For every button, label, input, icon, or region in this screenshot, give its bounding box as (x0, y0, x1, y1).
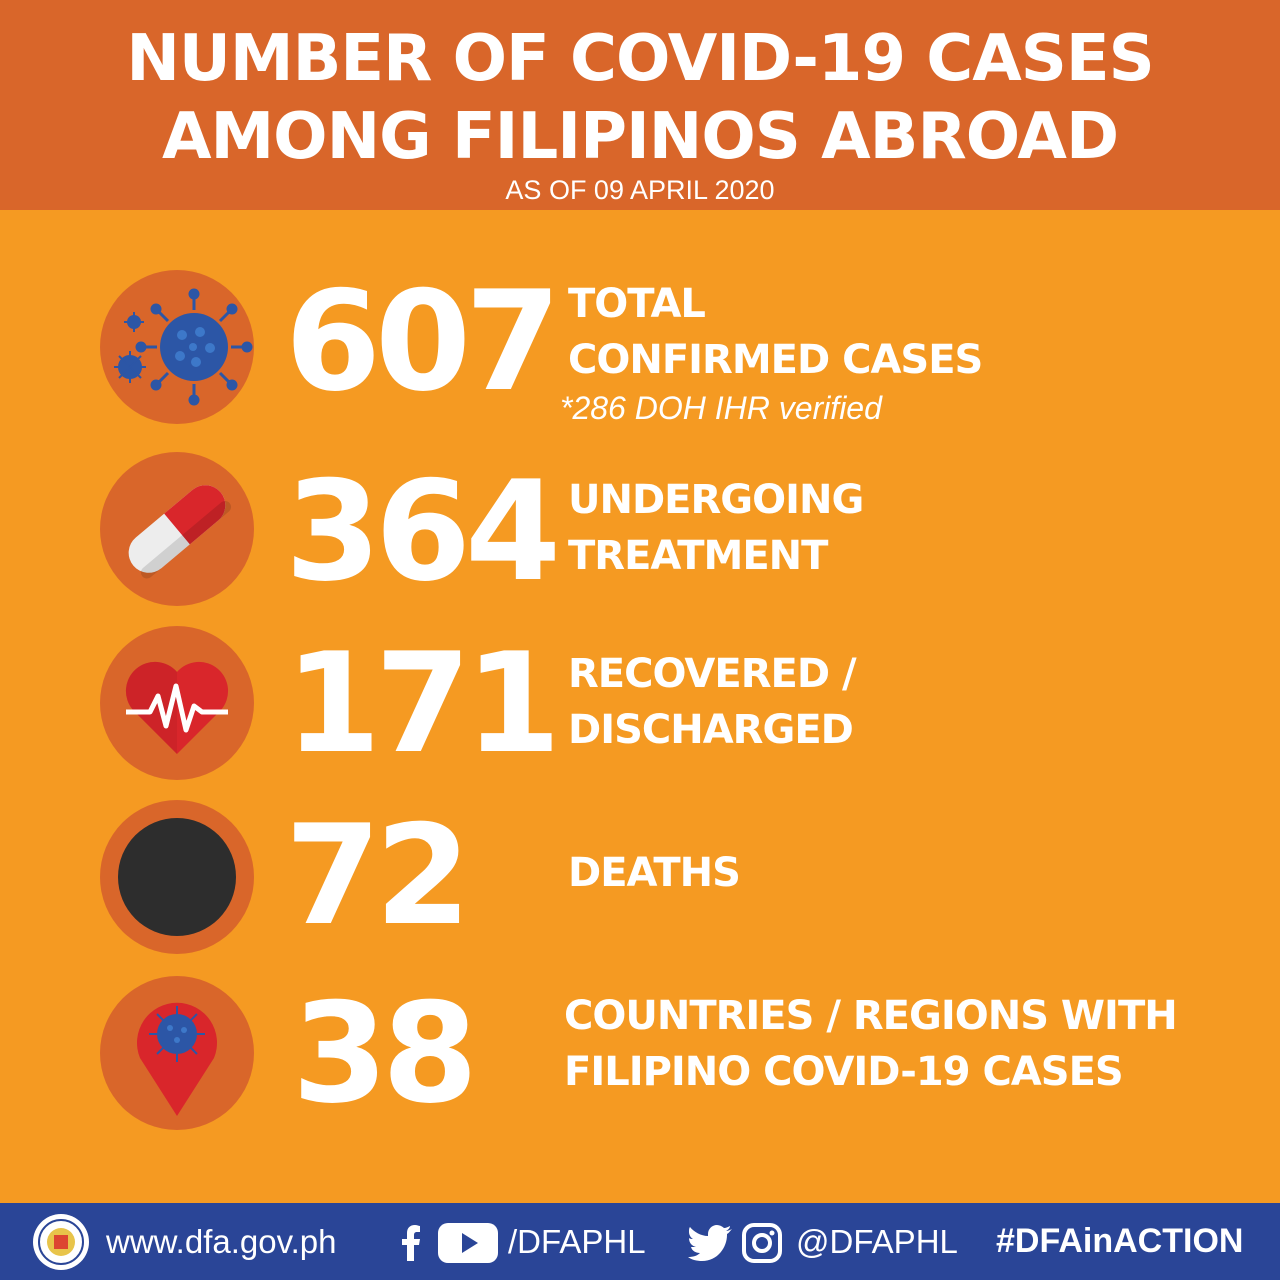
recovered-value: 171 (285, 623, 561, 784)
stat-recovered: 171 RECOVERED / DISCHARGED (0, 626, 1280, 786)
black-circle-icon (100, 800, 254, 954)
deaths-value: 72 (285, 795, 471, 956)
total-confirmed-value: 607 (285, 261, 561, 422)
stat-deaths: 72 DEATHS (0, 800, 1280, 960)
undergoing-treatment-label-2: TREATMENT (568, 533, 828, 579)
title-line-1: NUMBER OF COVID-19 CASES (126, 22, 1154, 96)
total-confirmed-label-2: CONFIRMED CASES (568, 337, 983, 383)
dfa-seal-icon (33, 1214, 89, 1270)
undergoing-treatment-label-1: UNDERGOING (568, 477, 864, 523)
recovered-label-1: RECOVERED / (568, 651, 857, 697)
virus-icon (100, 270, 254, 424)
countries-regions-label-1: COUNTRIES / REGIONS WITH (564, 993, 1178, 1039)
stat-total-confirmed: 607 TOTAL CONFIRMED CASES *286 DOH IHR v… (0, 270, 1280, 430)
website-link[interactable]: www.dfa.gov.ph (106, 1223, 337, 1260)
countries-regions-value: 38 (292, 973, 478, 1134)
twitter-instagram-handle[interactable]: @DFAPHL (796, 1223, 958, 1260)
stat-countries-regions: 38 COUNTRIES / REGIONS WITH FILIPINO COV… (0, 976, 1280, 1136)
instagram-icon[interactable] (742, 1223, 782, 1263)
youtube-icon[interactable] (438, 1223, 498, 1263)
location-pin-virus-icon (100, 976, 254, 1130)
countries-regions-label-2: FILIPINO COVID-19 CASES (564, 1049, 1124, 1095)
total-confirmed-label-1: TOTAL (568, 281, 706, 327)
recovered-label-2: DISCHARGED (568, 707, 854, 753)
undergoing-treatment-value: 364 (285, 451, 561, 612)
facebook-youtube-handle[interactable]: /DFAPHL (508, 1223, 646, 1260)
hashtag: #DFAinACTION (996, 1222, 1244, 1260)
pill-capsule-icon (100, 452, 254, 606)
doh-verified-note: *286 DOH IHR verified (560, 390, 882, 426)
footer-bar: www.dfa.gov.ph /DFAPHL @DFAPHL #DFAinACT… (0, 1203, 1280, 1280)
deaths-label: DEATHS (568, 850, 741, 896)
stat-undergoing-treatment: 364 UNDERGOING TREATMENT (0, 452, 1280, 612)
facebook-icon[interactable] (400, 1225, 422, 1261)
date-subtitle: AS OF 09 APRIL 2020 (505, 175, 775, 205)
heartbeat-icon (100, 626, 254, 780)
twitter-icon[interactable] (688, 1225, 732, 1261)
title-line-2: AMONG FILIPINOS ABROAD (161, 100, 1119, 174)
header-banner: NUMBER OF COVID-19 CASES AMONG FILIPINOS… (0, 0, 1280, 210)
